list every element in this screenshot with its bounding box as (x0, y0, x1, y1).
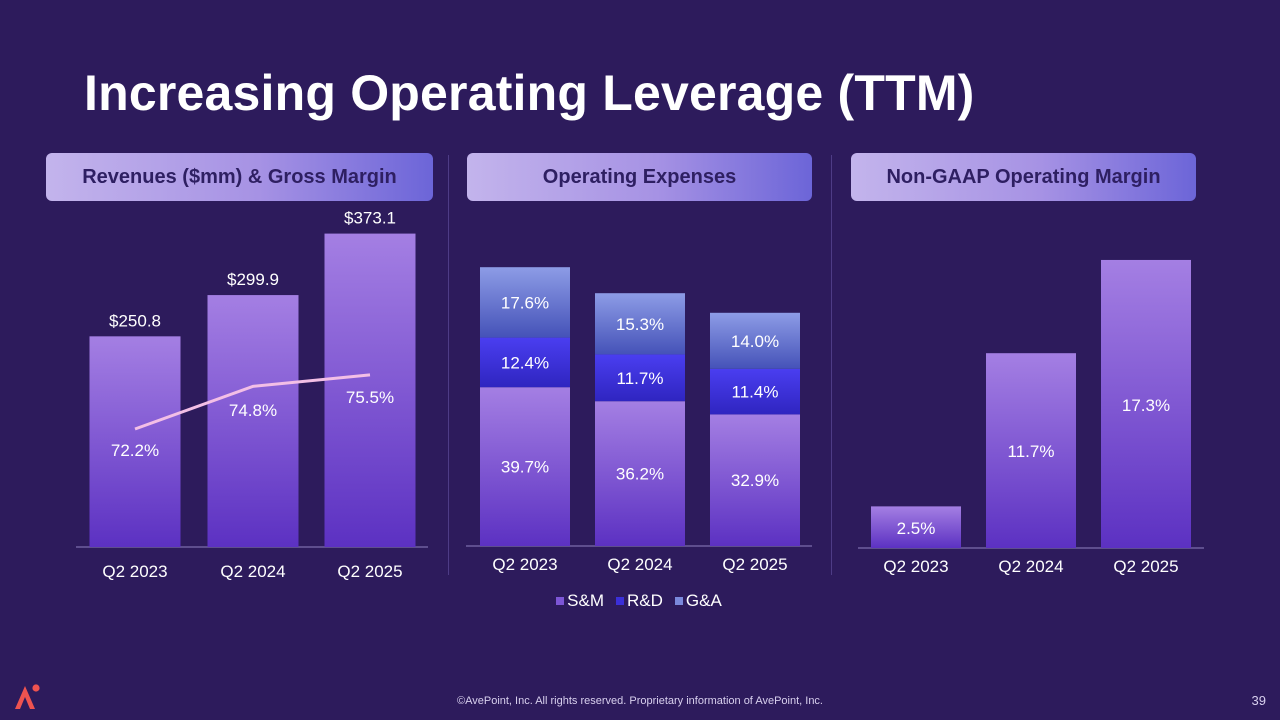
revenue-category-label: Q2 2024 (220, 562, 285, 581)
gross-margin-label: 72.2% (111, 441, 159, 460)
opex-category-label: Q2 2024 (607, 555, 672, 574)
legend-label-ga: G&A (685, 591, 722, 610)
opex-sm-segment (595, 401, 685, 546)
opex-category-label: Q2 2023 (492, 555, 557, 574)
margin-category-label: Q2 2024 (998, 557, 1063, 576)
revenue-value-label: $299.9 (227, 270, 279, 289)
gross-margin-line (134, 373, 371, 431)
gross-margin-label: 75.5% (346, 388, 394, 407)
opex-category-label: Q2 2025 (722, 555, 787, 574)
margin-bar (986, 353, 1076, 548)
page-title: Increasing Operating Leverage (TTM) (84, 65, 975, 121)
margin-bar (1101, 259, 1191, 548)
opex-ga-label: 14.0% (731, 332, 779, 351)
legend-swatch-ga (674, 597, 683, 605)
panel-divider (831, 155, 832, 575)
revenue-bar (207, 295, 299, 547)
revenue-category-label: Q2 2025 (337, 562, 402, 581)
opex-ga-segment (480, 267, 570, 338)
opex-rd-label: 11.4% (732, 383, 779, 402)
avepoint-logo-icon (15, 684, 40, 709)
margin-panel-header: Non-GAAP Operating Margin (851, 153, 1196, 201)
margin-category-label: Q2 2023 (883, 557, 948, 576)
legend-swatch-rd (616, 597, 625, 605)
opex-ga-segment (595, 293, 685, 355)
opex-ga-segment (710, 312, 800, 369)
legend-label-sm: S&M (567, 591, 605, 610)
margin-value-label: 11.7% (1008, 442, 1055, 461)
gross-margin-label: 74.8% (229, 401, 277, 420)
opex-sm-segment (480, 387, 570, 546)
opex-rd-label: 11.7% (617, 369, 664, 388)
margin-value-label: 2.5% (897, 519, 936, 538)
revenue-bar (89, 336, 181, 547)
legend-item-rd: R&D (616, 591, 663, 611)
page-number: 39 (1251, 693, 1266, 708)
opex-rd-segment (480, 337, 570, 388)
opex-panel-header: Operating Expenses (467, 153, 812, 201)
margin-value-label: 17.3% (1122, 396, 1170, 415)
legend-item-ga: G&A (674, 591, 722, 611)
opex-sm-label: 36.2% (616, 465, 664, 484)
margin-bar (871, 506, 961, 548)
opex-legend: S&M R&D G&A (466, 591, 812, 611)
legend-item-sm: S&M (556, 591, 604, 611)
opex-sm-segment (710, 414, 800, 546)
legend-label-rd: R&D (627, 591, 663, 610)
opex-ga-label: 15.3% (616, 315, 664, 334)
opex-rd-label: 12.4% (501, 353, 549, 372)
legend-swatch-sm (556, 597, 565, 605)
revenue-value-label: $373.1 (344, 209, 396, 228)
opex-rd-segment (710, 368, 800, 415)
revenue-panel-header: Revenues ($mm) & Gross Margin (46, 153, 433, 201)
opex-sm-label: 32.9% (731, 471, 779, 490)
copyright-footer: ©AvePoint, Inc. All rights reserved. Pro… (457, 695, 823, 707)
revenue-category-label: Q2 2023 (102, 562, 167, 581)
panel-divider (448, 155, 449, 575)
opex-rd-segment (595, 354, 685, 402)
revenue-value-label: $250.8 (109, 311, 161, 330)
revenue-bar (324, 233, 416, 547)
margin-category-label: Q2 2025 (1113, 557, 1178, 576)
opex-sm-label: 39.7% (501, 458, 549, 477)
opex-ga-label: 17.6% (501, 293, 549, 312)
